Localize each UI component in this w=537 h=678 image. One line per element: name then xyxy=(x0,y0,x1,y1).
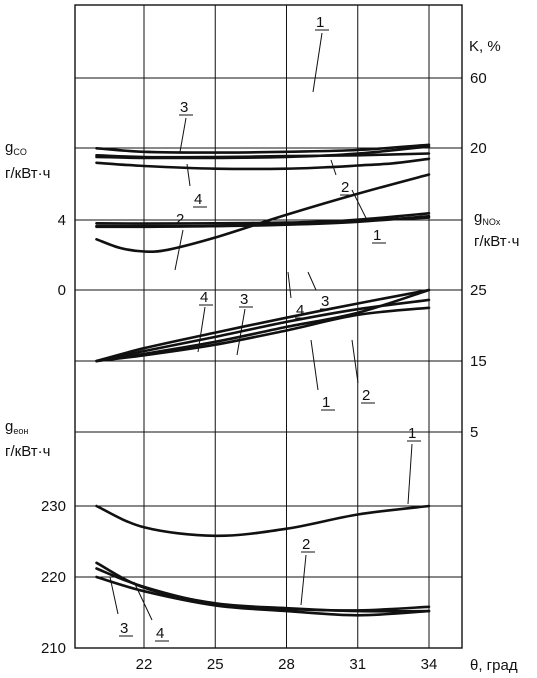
curves xyxy=(95,143,431,617)
gco-axis-label-main: gCO xyxy=(5,139,27,157)
leader-line xyxy=(310,339,319,391)
gnox-series-label-1: 1 xyxy=(322,394,330,411)
k-tick-label: 20 xyxy=(470,140,487,157)
gnox-tick-label: 5 xyxy=(470,424,478,441)
gco-tick-label: 4 xyxy=(58,212,66,229)
k-tick-label: 60 xyxy=(470,70,487,87)
leader-line xyxy=(351,339,359,384)
gnox-series-label-2: 2 xyxy=(362,387,370,404)
gnox-tick-label: 25 xyxy=(470,282,487,299)
gco-axis-label-unit: г/кВт·ч xyxy=(5,165,50,182)
x-axis-label: θ, град xyxy=(470,657,518,674)
gnox-series-label-3: 3 xyxy=(321,293,329,310)
geoh-tick-label: 220 xyxy=(41,569,66,586)
geoh-tick-label: 210 xyxy=(41,640,66,657)
gnox-curve-4 xyxy=(95,288,431,363)
leader-line xyxy=(186,163,191,187)
geoh-series-label-1: 1 xyxy=(408,425,416,442)
leader-line xyxy=(330,159,337,176)
leader-line xyxy=(179,117,187,153)
gco-curve-1 xyxy=(95,173,431,254)
geoh-curve-4 xyxy=(95,567,431,612)
x-tick-label: 28 xyxy=(278,656,295,673)
leader-line xyxy=(407,443,413,505)
geoh-axis-label-main: geон xyxy=(5,418,28,436)
gnox-curve-2 xyxy=(95,306,431,363)
leader-line xyxy=(307,271,317,291)
gco-series-label-3: 3 xyxy=(180,99,188,116)
gnox-series-label-4: 4 xyxy=(296,302,304,319)
gnox-series-label-4: 4 xyxy=(200,289,208,306)
gco-series-label-1: 1 xyxy=(373,227,381,244)
gnox-curve-3 xyxy=(95,298,431,363)
geoh-series-label-3: 3 xyxy=(120,620,128,637)
labels: θ, град K, % gCO г/кВт·ч gNOx г/кВт·ч ge… xyxy=(5,38,519,674)
gco-curve-2 xyxy=(95,152,431,159)
gnox-series-label-3: 3 xyxy=(240,291,248,308)
geoh-axis-label-unit: г/кВт·ч xyxy=(5,443,50,460)
gnox-curve-1 xyxy=(95,288,431,363)
plot-frame xyxy=(74,4,463,649)
gco-series-label-4: 4 xyxy=(194,191,202,208)
k-axis-label: K, % xyxy=(469,38,501,55)
geoh-series-label-4: 4 xyxy=(156,625,164,642)
leader-line xyxy=(300,554,307,606)
geoh-curve-3 xyxy=(95,575,431,617)
gco-tick-label: 0 xyxy=(58,282,66,299)
gco-curve-3 xyxy=(95,143,431,154)
leader-line xyxy=(236,308,246,356)
k-series-label-1: 1 xyxy=(316,14,324,31)
leader-line xyxy=(133,581,153,621)
geoh-series-label-2: 2 xyxy=(302,536,310,553)
x-tick-label: 31 xyxy=(349,656,366,673)
leader-line xyxy=(312,32,323,93)
gnox-tick-label: 15 xyxy=(470,353,487,370)
gnox-axis-label-main: gNOx xyxy=(474,209,501,227)
leader-line xyxy=(287,271,292,299)
x-tick-label: 25 xyxy=(207,656,224,673)
leader-line xyxy=(351,189,369,223)
k-curve-1 xyxy=(95,157,431,171)
gco-series-label-2: 2 xyxy=(341,179,349,196)
x-tick-label: 34 xyxy=(421,656,438,673)
gnox-series-label-2: 2 xyxy=(176,211,184,228)
geoh-tick-label: 230 xyxy=(41,498,66,515)
grid xyxy=(74,4,463,649)
leader-line xyxy=(197,306,206,353)
leader-line xyxy=(109,576,119,615)
leader-line xyxy=(174,229,184,271)
geoh-curve-1 xyxy=(95,504,431,538)
gnox-axis-label-unit: г/кВт·ч xyxy=(474,233,519,250)
x-tick-label: 22 xyxy=(136,656,153,673)
